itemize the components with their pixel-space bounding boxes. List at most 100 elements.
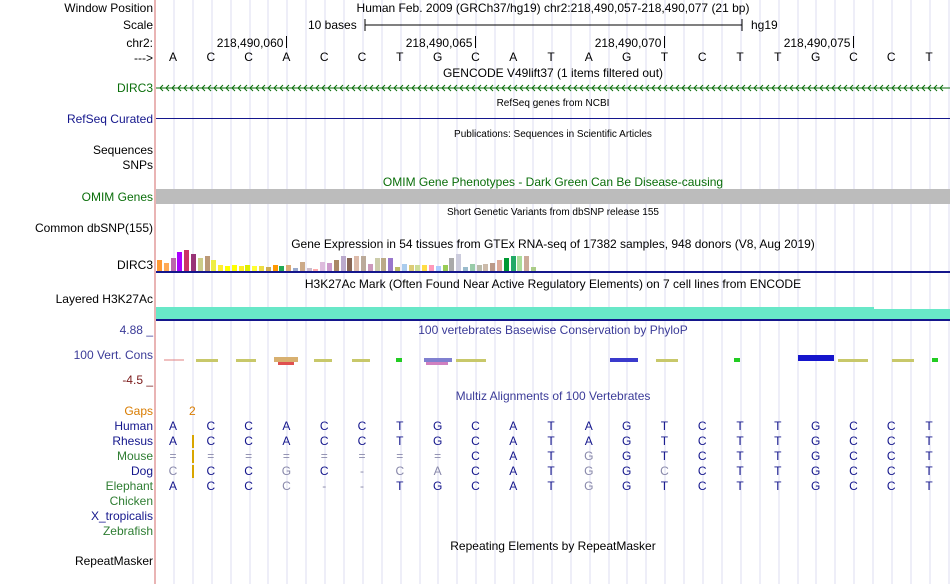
gtex-tissue-bar[interactable] [299, 262, 305, 271]
gtex-tissue-bar[interactable] [265, 267, 271, 271]
gtex-tissue-bar[interactable] [401, 264, 407, 271]
repeatmasker-label[interactable]: RepeatMasker [74, 554, 153, 568]
refseq-track-title[interactable]: RefSeq genes from NCBI [496, 98, 610, 109]
gtex-tissue-bar[interactable] [531, 267, 536, 271]
refseq-gene-line[interactable] [156, 118, 950, 119]
gtex-tissue-bar[interactable] [306, 268, 312, 271]
snps-label[interactable]: SNPs [122, 158, 153, 172]
gtex-tissue-bar[interactable] [279, 266, 285, 271]
gtex-tissue-bar[interactable] [245, 265, 251, 271]
gtex-tissue-bar[interactable] [415, 265, 421, 271]
species-label[interactable]: Elephant [105, 479, 153, 493]
gtex-tissue-bar[interactable] [320, 262, 326, 271]
dirc3-gene-line[interactable] [156, 81, 950, 95]
gtex-tissue-bar[interactable] [354, 256, 360, 271]
gtex-tissue-bar[interactable] [170, 258, 176, 271]
gtex-tissue-bar[interactable] [463, 267, 468, 271]
gtex-tissue-bar[interactable] [218, 265, 224, 271]
gtex-tissue-bar[interactable] [184, 250, 190, 271]
gtex-tissue-bar[interactable] [333, 260, 339, 271]
species-label[interactable]: Chicken [109, 494, 153, 508]
gtex-track-title[interactable]: Gene Expression in 54 tissues from GTEx … [291, 237, 815, 251]
gtex-tissue-bar[interactable] [469, 264, 475, 271]
gtex-tissue-bar[interactable] [510, 256, 516, 271]
h3k27ac-track-title[interactable]: H3K27Ac Mark (Often Found Near Active Re… [304, 277, 802, 291]
gtex-tissue-bar[interactable] [408, 265, 414, 271]
species-label[interactable]: X_tropicalis [90, 509, 153, 523]
omim-track-title[interactable]: OMIM Gene Phenotypes - Dark Green Can Be… [382, 175, 724, 189]
gtex-tissue-bar[interactable] [361, 256, 366, 271]
gtex-tissue-bar[interactable] [163, 263, 169, 271]
dbsnp-track-title[interactable]: Short Genetic Variants from dbSNP releas… [447, 207, 659, 218]
gtex-tissue-bar[interactable] [422, 265, 428, 271]
species-label[interactable]: Mouse [116, 449, 153, 463]
multiz-track-title[interactable]: Multiz Alignments of 100 Vertebrates [455, 389, 651, 403]
gtex-tissue-bar[interactable] [374, 258, 380, 271]
gtex-tissue-bar[interactable] [313, 269, 319, 271]
h3k27ac-signal-tail[interactable] [874, 309, 950, 319]
ruler-tick-label: 218,490,075 [783, 36, 851, 50]
gtex-tissue-bar[interactable] [225, 266, 230, 271]
gtex-tissue-bar[interactable] [259, 266, 264, 271]
phylop-track-title[interactable]: 100 vertebrates Basewise Conservation by… [418, 323, 688, 337]
gtex-tissue-bar[interactable] [252, 266, 258, 271]
refseq-curated-label[interactable]: RefSeq Curated [66, 112, 153, 126]
species-label[interactable]: Zebrafish [102, 524, 153, 538]
gtex-tissue-bar[interactable] [395, 267, 400, 271]
species-label[interactable]: Human [114, 419, 153, 433]
gtex-tissue-bar[interactable] [483, 264, 489, 271]
gtex-tissue-bar[interactable] [442, 265, 448, 271]
gtex-tissue-bar[interactable] [490, 263, 496, 271]
omim-phenotype-bar[interactable] [156, 189, 950, 204]
repeatmasker-track-title[interactable]: Repeating Elements by RepeatMasker [450, 539, 656, 553]
strand-chevron [795, 84, 800, 92]
gtex-tissue-bar[interactable] [204, 256, 210, 271]
gtex-expression-bars[interactable] [157, 250, 557, 271]
reference-base: C [244, 50, 253, 64]
dirc3-gene-label[interactable]: DIRC3 [116, 81, 153, 95]
publications-track-title[interactable]: Publications: Sequences in Scientific Ar… [454, 129, 652, 140]
gtex-tissue-bar[interactable] [157, 260, 162, 271]
dirc3-gtex-label[interactable]: DIRC3 [116, 258, 153, 272]
conservation-label[interactable]: 100 Vert. Cons [73, 348, 153, 362]
h3k27ac-label[interactable]: Layered H3K27Ac [55, 292, 153, 306]
gtex-tissue-bar[interactable] [497, 260, 502, 271]
gtex-tissue-bar[interactable] [388, 258, 394, 271]
gtex-tissue-bar[interactable] [449, 258, 455, 271]
gtex-tissue-bar[interactable] [503, 258, 509, 271]
aligned-base: G [432, 479, 443, 493]
gtex-tissue-bar[interactable] [293, 268, 298, 271]
gtex-tissue-bar[interactable] [429, 265, 434, 271]
h3k27ac-signal[interactable] [156, 307, 874, 319]
gtex-tissue-bar[interactable] [238, 266, 244, 271]
gtex-tissue-bar[interactable] [231, 265, 237, 271]
aligned-base: T [925, 479, 933, 493]
gtex-tissue-bar[interactable] [435, 266, 441, 271]
common-dbsnp-label[interactable]: Common dbSNP(155) [34, 221, 153, 235]
gtex-tissue-bar[interactable] [272, 265, 278, 271]
aligned-base: C [471, 479, 480, 493]
gtex-tissue-bar[interactable] [456, 254, 462, 271]
omim-genes-label[interactable]: OMIM Genes [81, 190, 153, 204]
gtex-tissue-bar[interactable] [327, 263, 332, 271]
scale-bar [364, 19, 743, 31]
reference-base: G [432, 50, 443, 64]
strand-chevron [495, 84, 500, 92]
gtex-tissue-bar[interactable] [517, 256, 523, 271]
gencode-track-title[interactable]: GENCODE V49lift37 (1 items filtered out) [442, 66, 664, 80]
gtex-tissue-bar[interactable] [476, 265, 482, 271]
gtex-tissue-bar[interactable] [381, 258, 387, 271]
gtex-tissue-bar[interactable] [191, 254, 196, 271]
gtex-tissue-bar[interactable] [340, 256, 346, 271]
species-label[interactable]: Rhesus [112, 434, 153, 448]
gtex-tissue-bar[interactable] [211, 260, 217, 271]
species-label[interactable]: Dog [130, 464, 153, 478]
gtex-tissue-bar[interactable] [524, 256, 530, 271]
phylop-conservation-plot[interactable] [156, 350, 950, 370]
gtex-tissue-bar[interactable] [177, 252, 183, 271]
gtex-tissue-bar[interactable] [347, 258, 353, 271]
gtex-tissue-bar[interactable] [367, 264, 373, 271]
gtex-tissue-bar[interactable] [197, 258, 203, 271]
sequences-label[interactable]: Sequences [92, 143, 153, 157]
gtex-tissue-bar[interactable] [286, 265, 292, 271]
